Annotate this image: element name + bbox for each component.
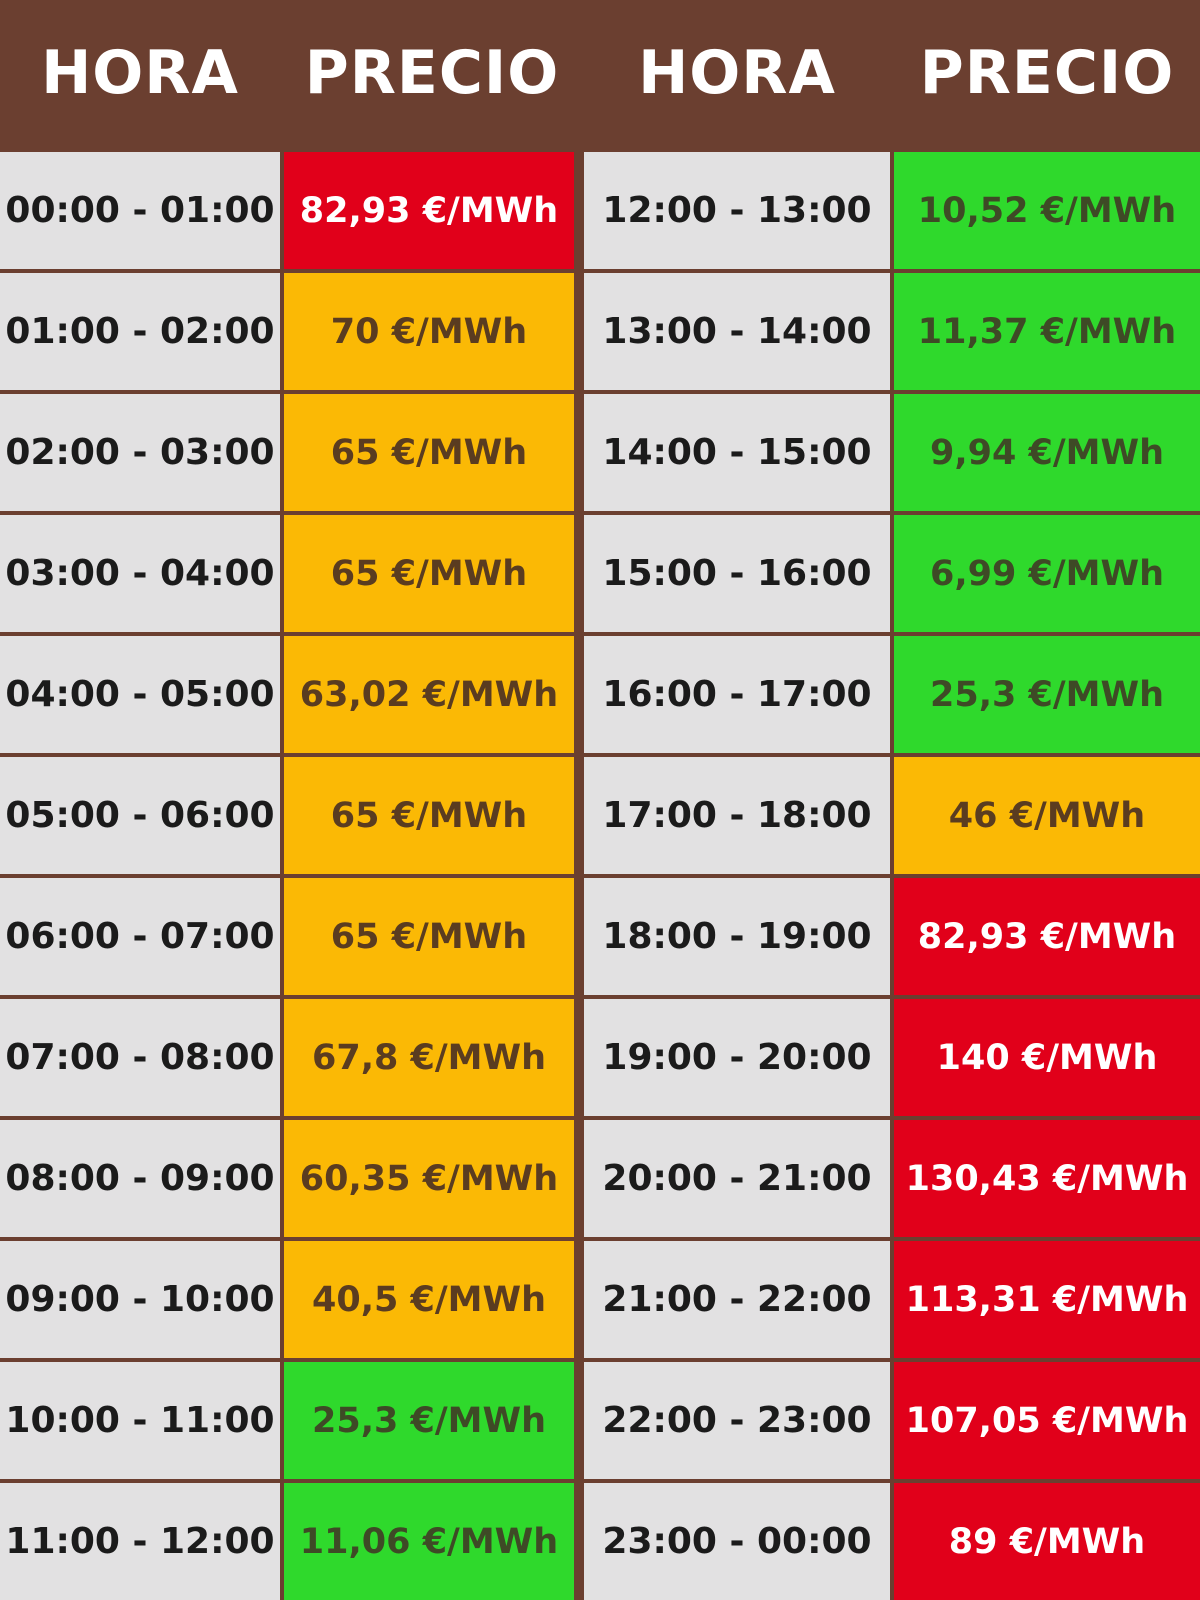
hour-cell: 20:00 - 21:00 [584,1120,890,1237]
hour-cell: 17:00 - 18:00 [584,757,890,874]
hour-cell: 00:00 - 01:00 [0,152,280,269]
hour-cell: 07:00 - 08:00 [0,999,280,1116]
header-hora-left: HORA [41,38,239,108]
header-hora-right: HORA [638,38,836,108]
header-precio-right: PRECIO [919,38,1175,108]
price-cell-orange: 65 €/MWh [284,878,574,995]
price-cell-orange: 65 €/MWh [284,394,574,511]
price-cell-orange: 67,8 €/MWh [284,999,574,1116]
price-cell-orange: 65 €/MWh [284,757,574,874]
hour-cell: 18:00 - 19:00 [584,878,890,995]
price-cell-green: 9,94 €/MWh [894,394,1200,511]
price-cell-green: 10,52 €/MWh [894,152,1200,269]
price-cell-green: 11,37 €/MWh [894,273,1200,390]
price-cell-orange: 60,35 €/MWh [284,1120,574,1237]
price-cell-red: 140 €/MWh [894,999,1200,1116]
hour-cell: 19:00 - 20:00 [584,999,890,1116]
hour-cell: 02:00 - 03:00 [0,394,280,511]
hour-cell: 06:00 - 07:00 [0,878,280,995]
price-cell-red: 107,05 €/MWh [894,1362,1200,1479]
hour-cell: 05:00 - 06:00 [0,757,280,874]
price-cell-green: 6,99 €/MWh [894,515,1200,632]
hour-cell: 23:00 - 00:00 [584,1483,890,1600]
price-cell-red: 113,31 €/MWh [894,1241,1200,1358]
price-cell-red: 82,93 €/MWh [894,878,1200,995]
hour-cell: 16:00 - 17:00 [584,636,890,753]
price-cell-red: 89 €/MWh [894,1483,1200,1600]
hour-cell: 13:00 - 14:00 [584,273,890,390]
hour-cell: 15:00 - 16:00 [584,515,890,632]
hour-cell: 04:00 - 05:00 [0,636,280,753]
header-precio-left: PRECIO [304,38,560,108]
hour-cell: 11:00 - 12:00 [0,1483,280,1600]
price-cell-orange: 40,5 €/MWh [284,1241,574,1358]
hour-cell: 21:00 - 22:00 [584,1241,890,1358]
hour-cell: 10:00 - 11:00 [0,1362,280,1479]
hour-cell: 09:00 - 10:00 [0,1241,280,1358]
hour-cell: 01:00 - 02:00 [0,273,280,390]
price-cell-orange: 65 €/MWh [284,515,574,632]
hour-cell: 12:00 - 13:00 [584,152,890,269]
price-cell-green: 25,3 €/MWh [894,636,1200,753]
price-cell-orange: 63,02 €/MWh [284,636,574,753]
hour-cell: 08:00 - 09:00 [0,1120,280,1237]
hour-cell: 22:00 - 23:00 [584,1362,890,1479]
hour-cell: 14:00 - 15:00 [584,394,890,511]
hour-cell: 03:00 - 04:00 [0,515,280,632]
price-cell-red: 130,43 €/MWh [894,1120,1200,1237]
price-cell-red: 82,93 €/MWh [284,152,574,269]
price-cell-orange: 70 €/MWh [284,273,574,390]
price-cell-orange: 46 €/MWh [894,757,1200,874]
price-cell-green: 25,3 €/MWh [284,1362,574,1479]
price-cell-green: 11,06 €/MWh [284,1483,574,1600]
